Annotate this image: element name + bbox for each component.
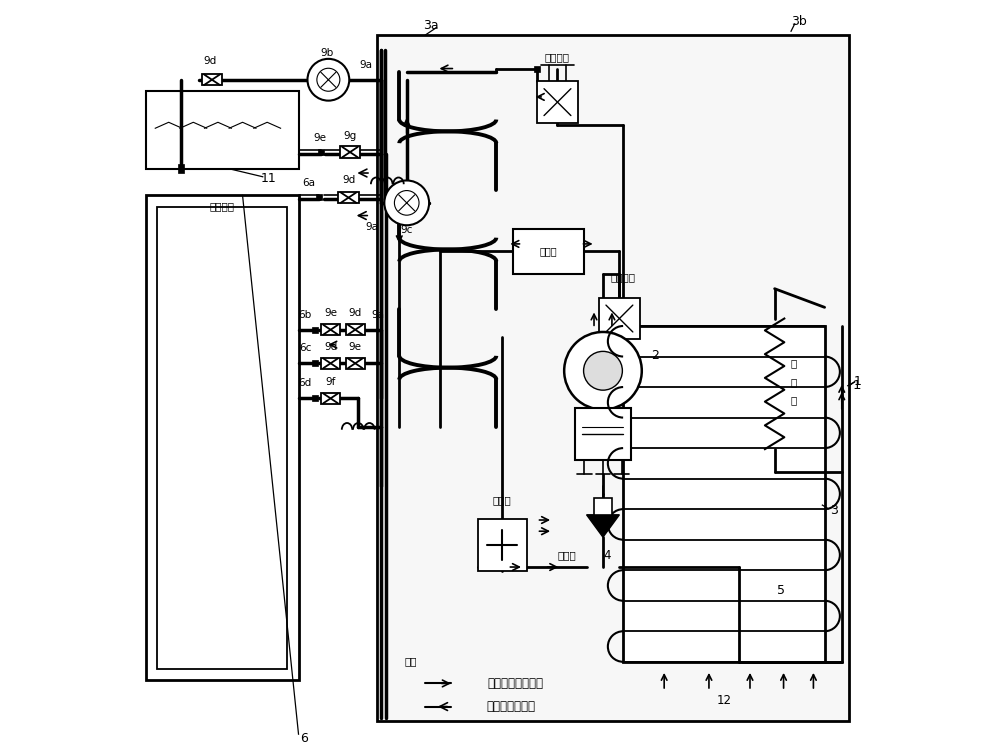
Bar — [157, 207, 287, 670]
Text: 9e: 9e — [349, 342, 362, 352]
Text: 毛: 毛 — [790, 358, 796, 369]
Text: 5: 5 — [777, 584, 785, 598]
Circle shape — [317, 68, 340, 91]
Bar — [534, 66, 540, 72]
Bar — [321, 324, 340, 335]
Circle shape — [307, 59, 349, 100]
Text: 9c: 9c — [401, 225, 413, 235]
Text: 9d: 9d — [349, 309, 362, 318]
Text: 9a: 9a — [359, 60, 372, 70]
Circle shape — [394, 190, 419, 215]
Text: 低压开关: 低压开关 — [611, 273, 636, 282]
Bar — [316, 194, 322, 200]
Polygon shape — [587, 515, 619, 537]
Text: 9d: 9d — [204, 56, 217, 66]
Text: 9f: 9f — [325, 377, 336, 387]
Bar — [599, 297, 640, 339]
Text: 鱼水出口: 鱼水出口 — [209, 201, 234, 212]
Bar — [318, 149, 324, 155]
Bar — [312, 360, 318, 366]
Bar — [338, 192, 359, 204]
Bar — [178, 164, 184, 173]
Bar — [575, 408, 631, 461]
Text: 细: 细 — [790, 377, 796, 387]
Text: 表示水循环系统: 表示水循环系统 — [487, 700, 536, 713]
Text: 9g: 9g — [343, 131, 357, 141]
Bar — [594, 498, 612, 515]
Bar — [340, 146, 360, 158]
Text: 3: 3 — [830, 504, 837, 517]
Bar — [478, 518, 527, 571]
Text: 表示冷媒循环系统: 表示冷媒循环系统 — [487, 677, 543, 690]
Bar — [146, 91, 299, 169]
Text: 四通阀: 四通阀 — [540, 246, 557, 256]
Bar — [346, 358, 365, 369]
Text: 9b: 9b — [320, 48, 334, 58]
Text: 6: 6 — [300, 733, 308, 745]
Bar — [312, 395, 318, 401]
Bar — [513, 229, 584, 274]
Text: 6c: 6c — [299, 343, 311, 354]
Bar — [321, 358, 340, 369]
Text: 1: 1 — [852, 379, 861, 392]
Text: 9a: 9a — [372, 310, 385, 320]
Bar — [312, 327, 318, 333]
Text: 11: 11 — [261, 172, 277, 186]
Text: 6a: 6a — [302, 178, 315, 188]
Bar — [346, 324, 365, 335]
Circle shape — [384, 181, 429, 225]
Text: 注：: 注： — [404, 656, 417, 666]
Text: 1: 1 — [854, 375, 861, 389]
Text: 3a: 3a — [423, 19, 438, 31]
Text: 9e: 9e — [324, 309, 337, 318]
Bar — [321, 393, 340, 404]
Text: 喷液阀: 喷液阀 — [493, 495, 512, 505]
Text: 9d: 9d — [342, 175, 355, 186]
Text: 膨胀阀: 膨胀阀 — [558, 550, 577, 560]
Bar — [623, 326, 825, 662]
Text: 12: 12 — [716, 694, 731, 707]
Circle shape — [564, 332, 642, 410]
Text: 4: 4 — [603, 548, 610, 562]
Text: 9e: 9e — [314, 133, 327, 143]
Bar — [377, 35, 849, 721]
Text: 2: 2 — [651, 349, 659, 363]
Circle shape — [584, 351, 622, 390]
Text: 高压开关: 高压开关 — [545, 52, 570, 62]
Bar — [146, 195, 299, 680]
Text: 6b: 6b — [299, 310, 312, 320]
Text: 管: 管 — [790, 395, 796, 406]
Text: 9d: 9d — [324, 342, 337, 352]
Bar — [537, 81, 578, 123]
Text: 6d: 6d — [299, 378, 312, 389]
Bar — [202, 74, 222, 85]
Text: 3b: 3b — [791, 15, 806, 28]
Text: 9a: 9a — [365, 222, 378, 232]
